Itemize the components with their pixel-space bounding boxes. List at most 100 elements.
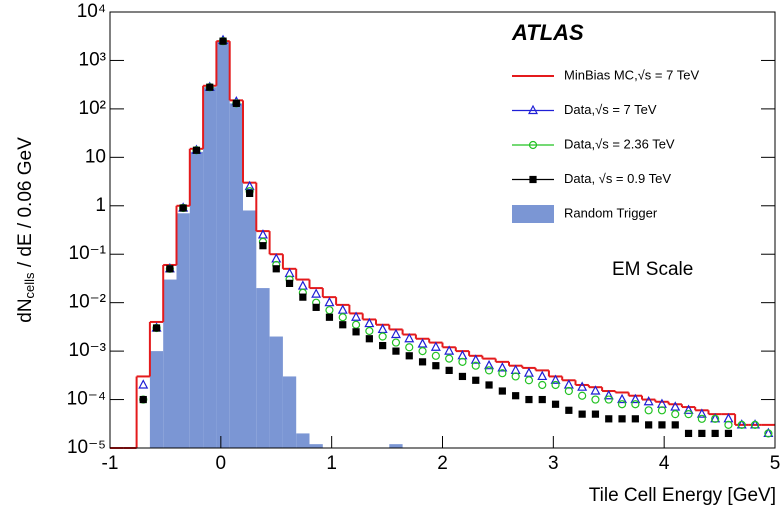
data-point [377,323,388,334]
data-point [232,99,240,107]
data-point [378,332,387,341]
data-point [684,410,693,419]
data-point [565,406,573,414]
data-point [497,362,508,372]
data-point [671,421,679,429]
data-point [524,376,534,385]
data-point [285,279,294,287]
data-point [299,293,307,301]
histogram-bar [229,103,243,449]
x-tick-label: 3 [548,453,559,474]
y-label-sub: cells [22,272,37,299]
data-point [297,280,308,290]
histogram-bar [203,87,217,449]
data-point [311,288,322,298]
data-point [630,393,641,404]
data-point [671,410,680,419]
data-point [312,303,320,311]
data-point [284,267,295,278]
data-point [696,408,707,418]
data-point [391,338,401,347]
data-point [139,395,147,404]
data-point [405,343,414,352]
atlas-label: ATLAS [511,20,584,45]
data-point [138,379,149,389]
data-point [631,415,639,423]
data-point [405,352,413,360]
y-tick-label: 10⁴ [77,1,106,22]
legend-swatch [512,205,554,223]
data-point [578,391,587,400]
legend-marker [528,140,538,150]
x-tick-label: 4 [659,453,670,474]
data-point [563,379,574,389]
data-point [244,180,255,191]
y-label-main: dN [15,298,36,322]
data-point [431,351,440,360]
data-point [192,146,201,154]
data-point [445,366,453,374]
data-point [498,387,506,395]
y-tick-label: 10 [85,146,106,167]
data-point [711,414,720,423]
y-tick-label: 10³ [79,49,106,70]
data-point [470,354,481,364]
data-point [206,83,214,91]
x-tick-label: 0 [216,453,227,474]
data-point [365,326,374,336]
data-point [365,335,373,343]
data-point [457,350,468,360]
em-scale-label: EM Scale [612,259,693,280]
data-point [617,400,627,409]
data-point [351,320,361,329]
y-tick-label: 10⁻¹ [69,243,107,264]
data-point [432,362,440,370]
histogram-bar [163,279,177,448]
data-point [538,380,547,390]
data-point [750,420,760,429]
data-point [724,429,733,438]
data-point [631,400,640,409]
data-point [352,328,360,336]
y-tick-label: 10⁻² [69,292,107,313]
data-point [578,410,586,418]
data-point [259,242,267,250]
x-tick-label: 1 [326,453,337,474]
data-point [511,372,520,381]
data-point [603,389,614,400]
y-tick-label: 10⁻³ [69,340,107,361]
data-point [697,414,706,423]
data-point [324,296,335,307]
data-point [538,395,546,404]
x-tick-label: 5 [770,453,781,474]
data-point [444,345,455,355]
data-point [351,311,362,321]
data-point [337,304,348,314]
data-point [484,359,495,370]
data-point [404,332,415,343]
data-point [458,357,467,366]
data-point [458,372,467,381]
data-point [271,253,282,263]
y-tick-label: 10⁻⁵ [67,437,106,458]
data-point [550,374,561,384]
data-point [272,265,280,273]
data-point [591,395,600,404]
data-point [390,328,401,339]
data-point [445,354,454,363]
data-point [683,404,694,414]
data-point [551,380,560,390]
data-point [512,392,520,400]
data-point [657,406,667,415]
data-point [723,413,734,423]
y-tick-label: 1 [95,195,106,216]
data-point [643,395,654,406]
x-tick-label: -1 [102,453,119,474]
legend-label: Data, √s = 0.9 TeV [564,171,671,186]
histogram-bar [216,41,230,448]
data-point [591,410,600,418]
data-point [523,367,534,377]
data-point [338,313,347,322]
histogram-bar [189,151,204,448]
histogram-bar [256,288,270,448]
